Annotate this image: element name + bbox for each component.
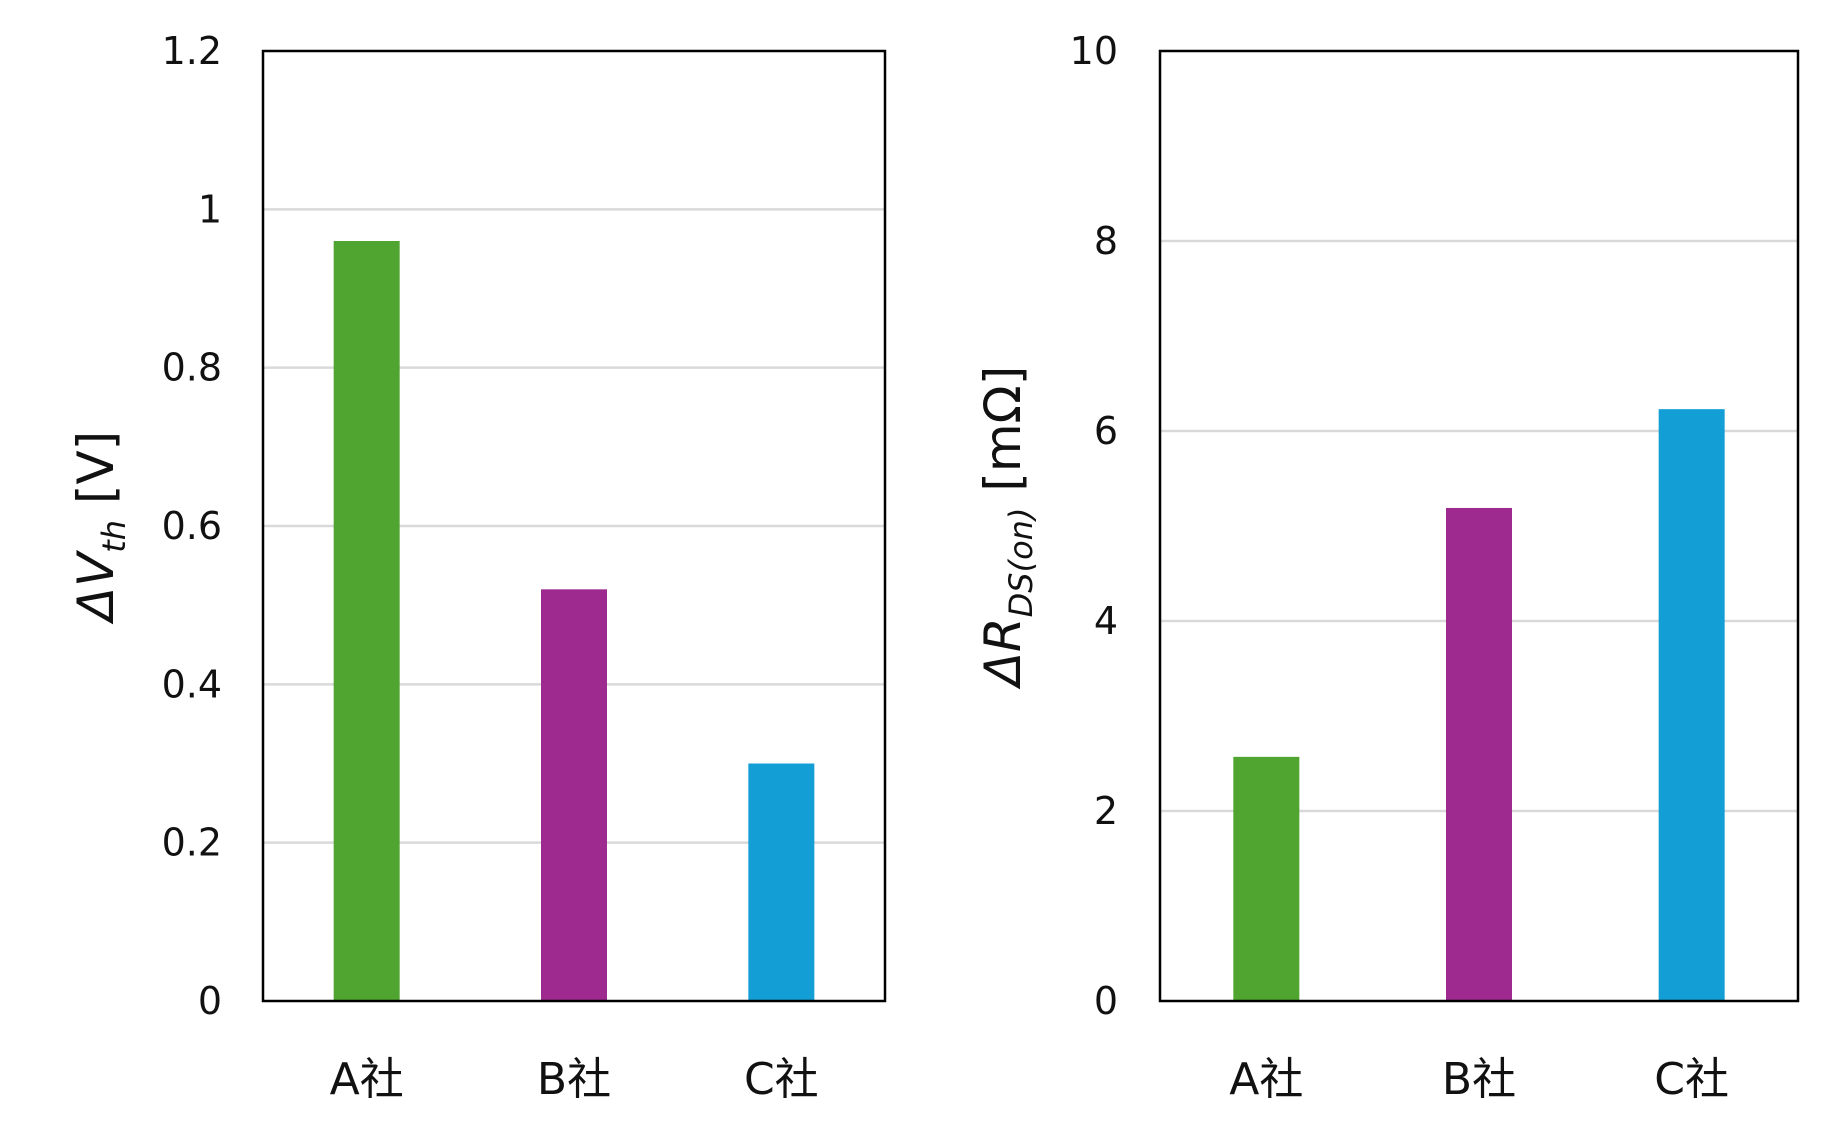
y-tick-label: 4	[1094, 599, 1118, 643]
y-axis-label-symbol: ΔR	[974, 617, 1032, 690]
x-category-label: C社	[744, 1054, 819, 1105]
chart-delta-vth: 0 0.2 0.4 0.6 0.8 1 1.2 A社 B社 C社 ΔVth [V]	[67, 29, 887, 1105]
x-category-labels: A社 B社 C社	[1229, 1054, 1729, 1105]
x-category-label: A社	[330, 1054, 404, 1105]
y-tick-label: 1.2	[162, 29, 222, 73]
y-tick-label: 0.6	[162, 504, 222, 548]
y-axis-label-subscript: DS(on)	[1002, 508, 1040, 618]
x-category-label: B社	[1442, 1054, 1516, 1105]
x-category-label: B社	[537, 1054, 611, 1105]
y-tick-label: 2	[1094, 789, 1118, 833]
y-tick-label: 0	[1094, 979, 1118, 1023]
bar	[1233, 756, 1300, 1001]
bar	[541, 589, 607, 1001]
y-tick-label: 8	[1094, 219, 1118, 263]
y-tick-label: 0.2	[162, 821, 222, 865]
bar	[1446, 507, 1512, 1001]
bar	[1658, 409, 1725, 1001]
x-category-label: C社	[1654, 1054, 1729, 1105]
y-tick-label: 0.4	[162, 662, 222, 706]
y-axis-label-unit: [mΩ]	[974, 366, 1032, 508]
bar	[333, 241, 400, 1001]
y-axis-label-subscript: th	[95, 520, 133, 553]
y-tick-label: 6	[1094, 409, 1118, 453]
bars	[333, 241, 815, 1001]
y-axis-label-unit: [V]	[67, 431, 125, 520]
plot-frame	[1158, 49, 1800, 1003]
y-tick-label: 0.8	[162, 346, 222, 390]
bar	[748, 763, 815, 1001]
y-tick-label: 1	[198, 187, 222, 231]
chart-delta-rdson: 0 2 4 6 8 10 A社 B社 C社 ΔRDS(on) [mΩ]	[974, 29, 1800, 1105]
bars	[1233, 409, 1725, 1001]
x-category-label: A社	[1229, 1054, 1303, 1105]
y-tick-label: 10	[1070, 29, 1118, 73]
y-axis-label: ΔRDS(on) [mΩ]	[974, 366, 1040, 691]
x-category-labels: A社 B社 C社	[330, 1054, 819, 1105]
y-axis-label: ΔVth [V]	[67, 431, 133, 625]
y-tick-labels: 0 2 4 6 8 10	[1070, 29, 1118, 1023]
y-tick-label: 0	[198, 979, 222, 1023]
y-axis-label-symbol: ΔV	[67, 549, 125, 625]
y-tick-labels: 0 0.2 0.4 0.6 0.8 1 1.2	[162, 29, 222, 1023]
plot-frame	[261, 49, 887, 1003]
